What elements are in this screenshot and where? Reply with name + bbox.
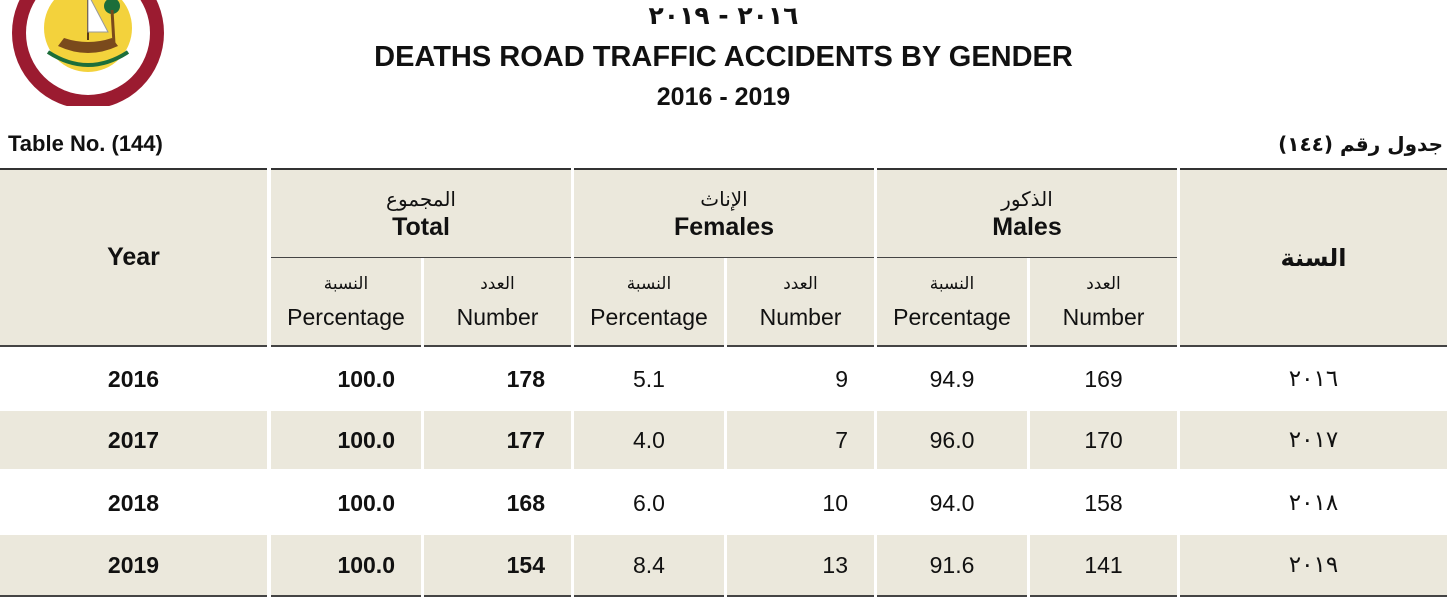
males-number-cell: 158	[1084, 489, 1123, 516]
year-cell: 2016	[107, 365, 160, 392]
number-label-ar: العدد	[480, 273, 515, 294]
females-number-cell: 13	[727, 535, 874, 597]
title-years: 2016 - 2019	[656, 83, 791, 111]
planning-statistics-logo	[12, 0, 164, 106]
males-number-cell: 169	[1084, 365, 1123, 392]
males-group-header: الذكور Males	[877, 168, 1177, 258]
females-percentage-header: النسبة Percentage	[574, 258, 724, 347]
year-cell: 2019	[0, 535, 267, 597]
year-header: Year	[0, 168, 267, 347]
year-ar-cell: ٢٠١٨	[1288, 490, 1339, 516]
males-label-en: Males	[992, 212, 1062, 241]
males-number-cell: 141	[1030, 535, 1177, 597]
males-percentage-cell: 96.0	[877, 411, 1027, 469]
females-percentage-cell: 6.0	[633, 489, 665, 516]
table-number-ar: جدول رقم (١٤٤)	[1278, 132, 1443, 156]
males-number-header: العدد Number	[1030, 258, 1177, 347]
total-percentage-cell: 100.0	[271, 535, 421, 597]
females-label-en: Females	[673, 212, 775, 241]
year-ar-cell: ٢٠١٩	[1180, 535, 1447, 597]
females-label-ar: الإناث	[700, 186, 748, 211]
number-label-en: Number	[456, 303, 539, 330]
percentage-label-en: Percentage	[287, 303, 405, 330]
percentage-label-ar: النسبة	[626, 273, 672, 294]
total-number-cell: 154	[424, 535, 571, 597]
year-cell: 2017	[0, 411, 267, 469]
males-number-cell: 170	[1030, 411, 1177, 469]
females-number-cell: 9	[835, 365, 848, 392]
year-label-en: Year	[107, 243, 160, 271]
title-arabic-years: ٢٠١٦ - ٢٠١٩	[648, 1, 799, 30]
females-group-header: الإناث Females	[574, 168, 874, 258]
total-number-cell: 168	[506, 489, 545, 516]
page-title: DEATHS ROAD TRAFFIC ACCIDENTS BY GENDER	[374, 41, 1073, 73]
males-percentage-cell: 94.9	[929, 365, 975, 392]
females-number-cell: 7	[727, 411, 874, 469]
year-cell: 2018	[107, 489, 160, 516]
total-percentage-header: النسبة Percentage	[271, 258, 421, 347]
total-percentage-cell: 100.0	[337, 489, 395, 516]
number-label-en: Number	[1062, 303, 1145, 330]
males-percentage-header: النسبة Percentage	[877, 258, 1027, 347]
females-percentage-cell: 5.1	[633, 365, 665, 392]
females-number-header: العدد Number	[727, 258, 874, 347]
table-number-en: Table No. (144)	[8, 131, 163, 156]
total-label-ar: المجموع	[386, 186, 456, 211]
percentage-label-en: Percentage	[590, 303, 708, 330]
year-header-ar: السنة	[1180, 168, 1447, 347]
number-label-en: Number	[759, 303, 842, 330]
total-group-header: المجموع Total	[271, 168, 571, 258]
year-ar-cell: ٢٠١٧	[1180, 411, 1447, 469]
total-number-cell: 177	[424, 411, 571, 469]
percentage-label-ar: النسبة	[929, 273, 975, 294]
total-number-header: العدد Number	[424, 258, 571, 347]
females-percentage-cell: 8.4	[574, 535, 724, 597]
males-label-ar: الذكور	[1001, 186, 1053, 211]
females-percentage-cell: 4.0	[574, 411, 724, 469]
year-label-ar: السنة	[1280, 243, 1347, 272]
percentage-label-ar: النسبة	[323, 273, 369, 294]
number-label-ar: العدد	[1086, 273, 1121, 294]
percentage-label-en: Percentage	[893, 303, 1011, 330]
number-label-ar: العدد	[783, 273, 818, 294]
males-percentage-cell: 94.0	[929, 489, 975, 516]
total-label-en: Total	[392, 212, 450, 241]
year-ar-cell: ٢٠١٦	[1288, 366, 1339, 392]
females-number-cell: 10	[822, 489, 848, 516]
total-percentage-cell: 100.0	[337, 365, 395, 392]
total-number-cell: 178	[506, 365, 545, 392]
males-percentage-cell: 91.6	[877, 535, 1027, 597]
total-percentage-cell: 100.0	[271, 411, 421, 469]
